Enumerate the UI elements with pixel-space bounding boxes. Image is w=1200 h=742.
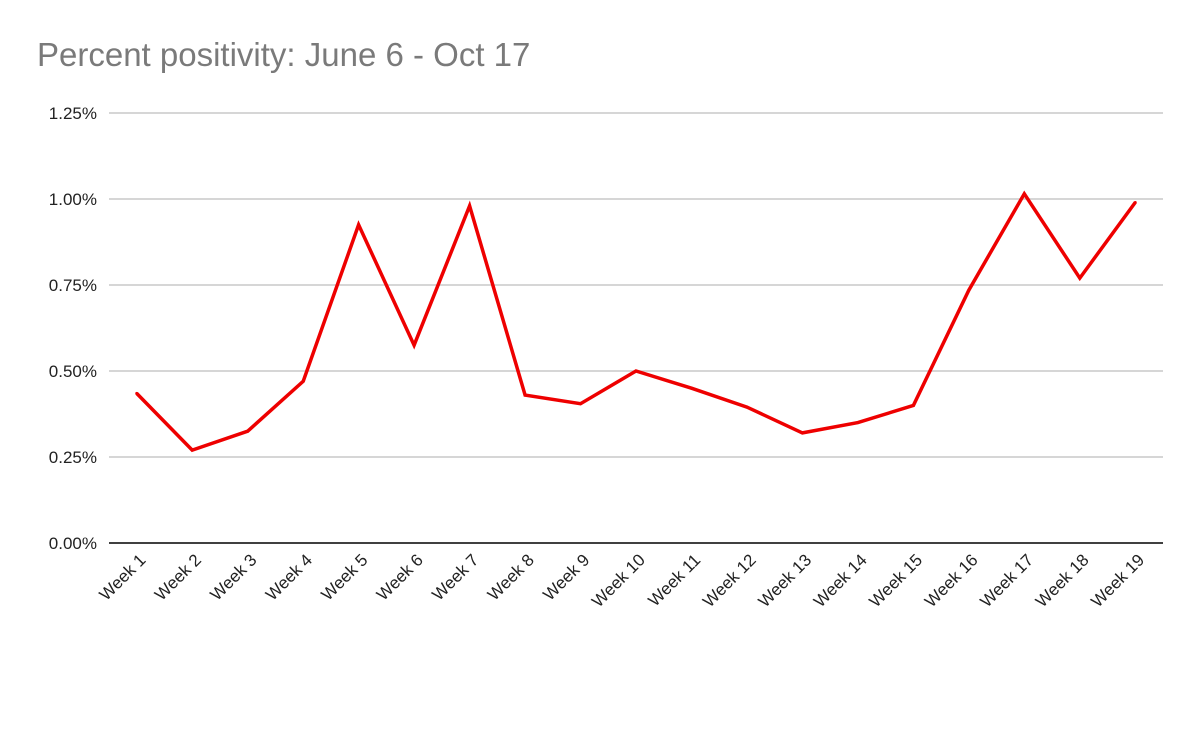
x-tick-label: Week 2	[151, 550, 205, 604]
data-point	[579, 402, 583, 406]
series-layer	[135, 190, 1137, 453]
x-tick-label: Week 1	[96, 550, 150, 604]
x-tick-label: Week 14	[810, 550, 871, 611]
data-point	[689, 386, 693, 390]
data-point	[1022, 192, 1026, 196]
y-tick-label: 0.50%	[49, 362, 97, 381]
x-tick-label: Week 10	[588, 550, 649, 611]
x-tick-label: Week 12	[699, 550, 760, 611]
x-tick-label: Week 13	[755, 550, 816, 611]
y-tick-label: 0.75%	[49, 276, 97, 295]
x-tick-label: Week 19	[1087, 550, 1148, 611]
data-point	[800, 431, 804, 435]
y-axis-tick-labels: 0.00% 0.25% 0.50% 0.75% 1.00% 1.25%	[49, 104, 97, 553]
data-point	[523, 393, 527, 397]
data-point	[246, 429, 250, 433]
x-tick-label: Week 7	[428, 550, 482, 604]
gridlines	[109, 112, 1163, 458]
x-tick-label: Week 6	[373, 550, 427, 604]
x-tick-label: Week 8	[484, 550, 538, 604]
x-tick-label: Week 18	[1032, 550, 1093, 611]
x-tick-label: Week 5	[317, 550, 371, 604]
x-tick-label: Week 16	[921, 550, 982, 611]
x-tick-label: Week 9	[539, 550, 593, 604]
y-tick-label: 1.25%	[49, 104, 97, 123]
y-tick-label: 1.00%	[49, 190, 97, 209]
data-point	[856, 421, 860, 425]
data-point	[1133, 200, 1137, 204]
x-tick-label: Week 17	[976, 550, 1037, 611]
x-axis-tick-labels: Week 1 Week 2 Week 3 Week 4 Week 5 Week 6 Week…	[96, 550, 1148, 611]
data-point	[190, 448, 194, 452]
x-tick-label: Week 11	[645, 550, 705, 610]
data-point	[911, 403, 915, 407]
data-point	[745, 405, 749, 409]
x-tick-label: Week 15	[866, 550, 927, 611]
series-line	[135, 190, 1137, 453]
y-tick-label: 0.00%	[49, 534, 97, 553]
data-point	[967, 288, 971, 292]
x-tick-label: Week 4	[262, 550, 316, 604]
data-point	[634, 369, 638, 373]
data-point	[468, 204, 472, 208]
y-tick-label: 0.25%	[49, 448, 97, 467]
data-point	[412, 343, 416, 347]
data-point	[135, 391, 139, 395]
data-point	[301, 379, 305, 383]
x-tick-label: Week 3	[207, 550, 261, 604]
chart-title: Percent positivity: June 6 - Oct 17	[37, 36, 531, 73]
data-point	[1078, 276, 1082, 280]
data-point	[357, 223, 361, 227]
